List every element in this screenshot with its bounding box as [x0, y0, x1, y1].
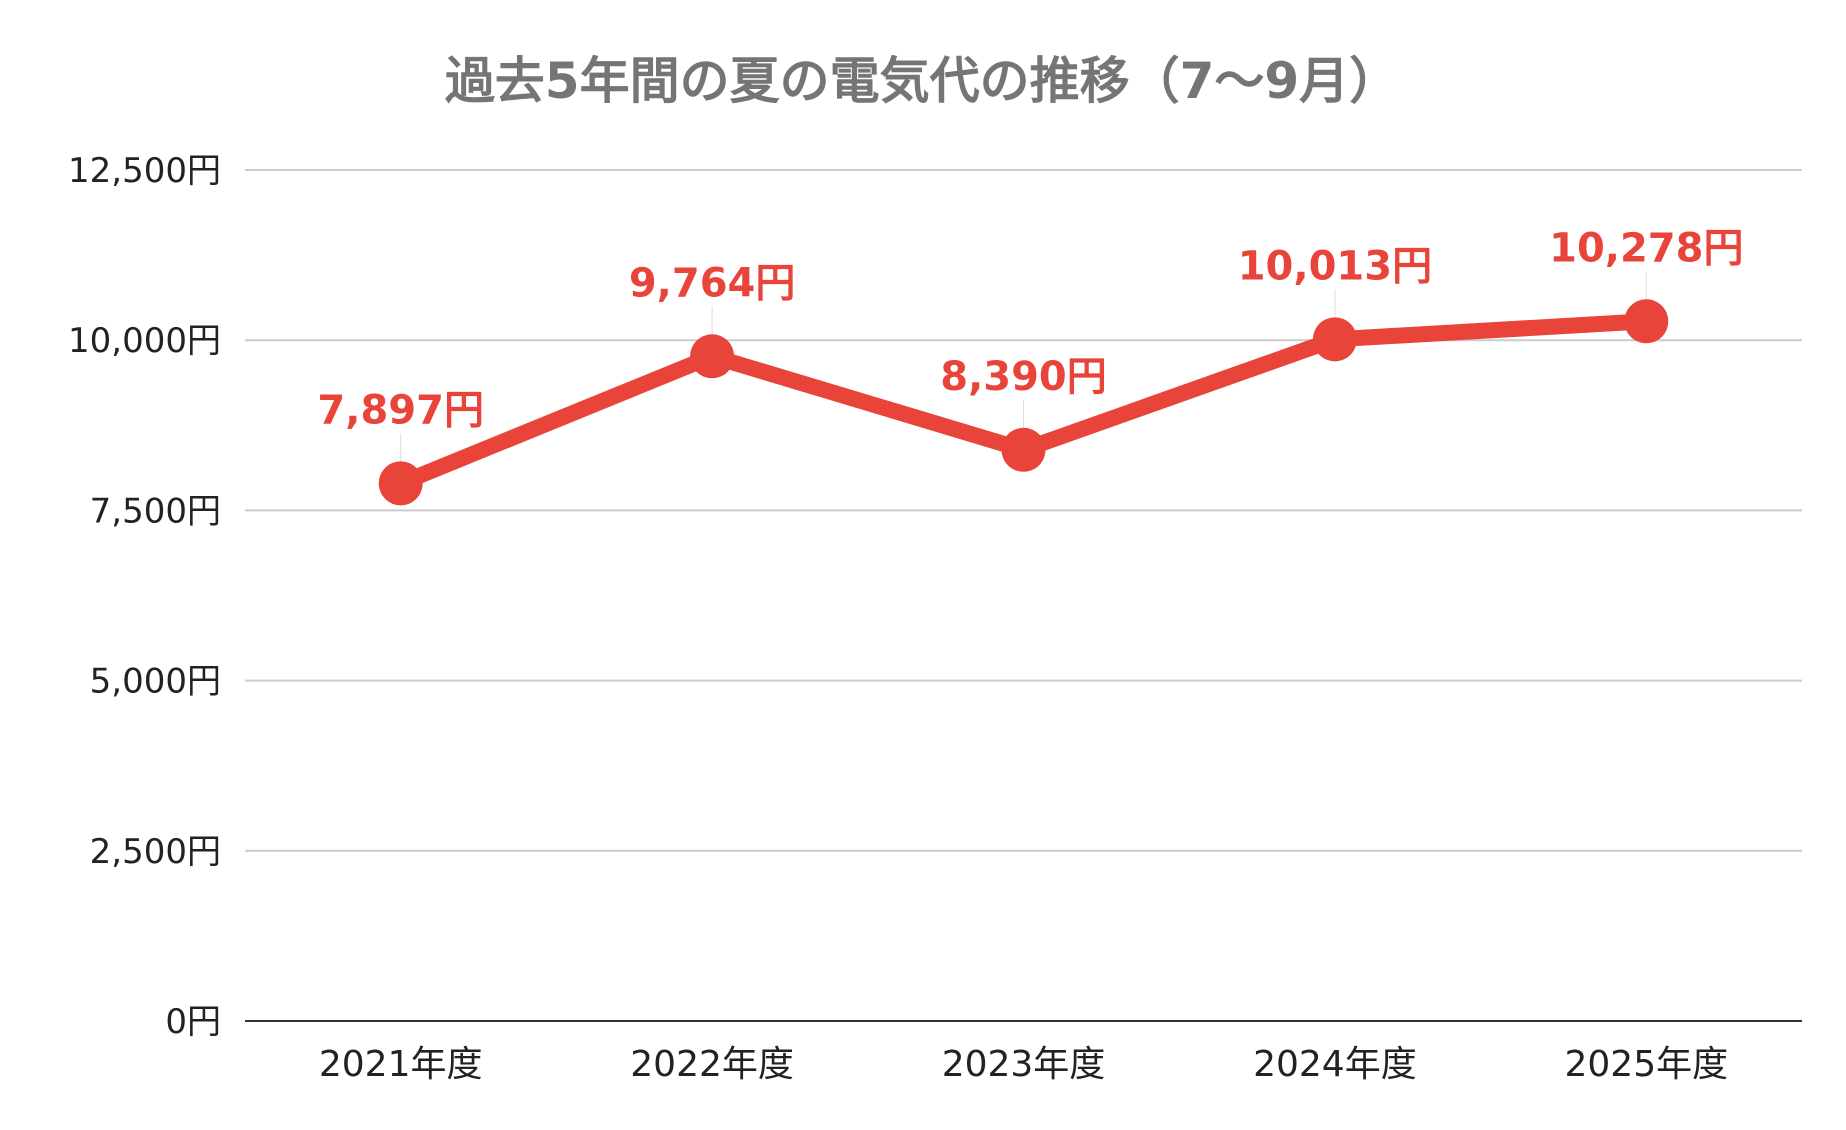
x-tick-label: 2022年度: [630, 1044, 794, 1085]
y-tick-label: 0円: [165, 1002, 221, 1042]
data-point: [1624, 299, 1669, 344]
chart-title: 過去5年間の夏の電気代の推移（7〜9月）: [445, 52, 1399, 110]
x-tick-label: 2023年度: [942, 1044, 1106, 1085]
y-tick-label: 5,000円: [90, 662, 221, 702]
y-tick-label: 12,500円: [68, 151, 221, 191]
x-tick-label: 2024年度: [1253, 1044, 1417, 1085]
data-point: [1312, 317, 1357, 362]
data-label: 8,390円: [940, 354, 1107, 400]
data-point: [690, 334, 735, 379]
data-label: 10,013円: [1238, 243, 1432, 289]
data-point: [1001, 427, 1046, 472]
y-tick-label: 10,000円: [68, 321, 221, 361]
x-tick-label: 2021年度: [319, 1044, 483, 1085]
x-tick-label: 2025年度: [1564, 1044, 1728, 1085]
data-label: 7,897円: [317, 387, 484, 433]
data-point: [378, 461, 423, 506]
data-label: 10,278円: [1549, 225, 1743, 271]
y-tick-label: 2,500円: [90, 832, 221, 872]
y-tick-label: 7,500円: [90, 491, 221, 531]
data-label: 9,764円: [629, 260, 796, 306]
